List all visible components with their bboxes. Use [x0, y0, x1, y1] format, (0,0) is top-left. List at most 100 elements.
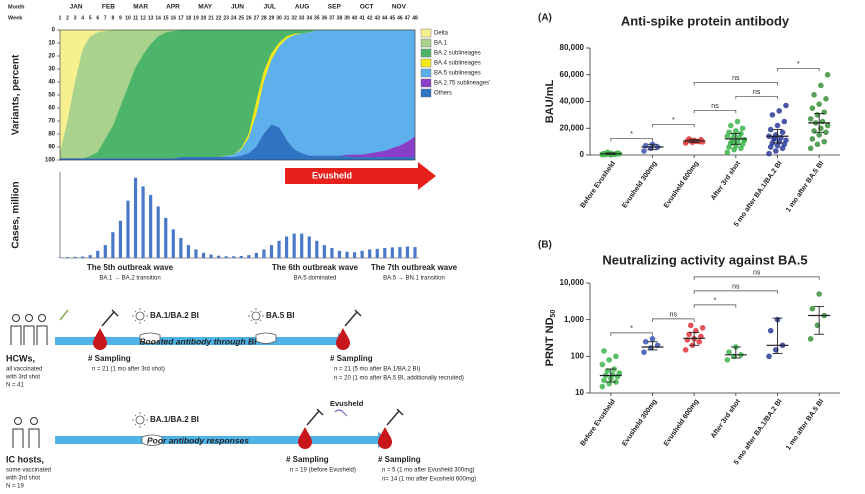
data-point: [726, 129, 732, 136]
group-detail: N = 41: [6, 383, 25, 389]
legend-label: BA.4 sublineages: [434, 61, 481, 67]
x-tick-label: 18: [186, 15, 192, 21]
x-tick-label: 14: [155, 15, 161, 21]
drug-icon: [334, 409, 348, 417]
bar: [118, 220, 123, 258]
sampling-note: n = 21 (5 mo after BA.1/BA.2 BI): [334, 367, 420, 373]
data-point: [773, 148, 779, 154]
panel-label: (B): [538, 240, 552, 251]
bar: [224, 256, 228, 258]
significance-bracket: [735, 95, 778, 100]
x-tick-label: 37: [329, 15, 335, 21]
legend-swatch: [420, 68, 432, 78]
data-point: [613, 379, 619, 385]
y-axis-label: PRNT ND50: [544, 310, 557, 367]
x-tick-label: 5 mo after BA.1/BA.2 BI: [733, 398, 784, 466]
significance-label: ns: [670, 312, 678, 319]
y-axis-label: BAU/mL: [544, 80, 556, 124]
row-label: Month: [8, 4, 25, 10]
group-detail: some vaccinated: [6, 468, 51, 474]
x-tick-label: 34: [306, 15, 312, 21]
y-tick-label: 30: [48, 67, 55, 73]
month-label: MAY: [198, 4, 213, 11]
x-tick-label: 47: [405, 15, 411, 21]
bar: [269, 245, 274, 258]
y-tick-label: 1,000: [564, 315, 585, 324]
data-point: [686, 331, 692, 338]
data-point: [738, 130, 744, 137]
data-point: [809, 105, 816, 111]
bar: [179, 237, 183, 258]
legend-label: Delta: [434, 31, 449, 37]
data-point: [699, 139, 706, 145]
data-point: [807, 336, 814, 342]
y-axis-label-subscript: 50: [550, 310, 557, 318]
wave-subtitle: BA.5 dominated: [294, 276, 337, 282]
bar: [58, 257, 62, 258]
x-tick-label: 5: [89, 15, 92, 21]
data-point: [641, 148, 647, 154]
month-label: JUN: [231, 4, 244, 11]
sampling-label: # Sampling: [286, 455, 329, 464]
data-point: [781, 118, 788, 125]
month-label: SEP: [328, 4, 342, 11]
data-point: [613, 353, 619, 360]
data-point: [824, 122, 831, 129]
y-tick-label: 10,000: [560, 278, 585, 287]
x-tick-label: 41: [359, 15, 365, 21]
x-tick-label: 7: [104, 15, 107, 21]
data-point: [642, 338, 649, 345]
significance-label: ns: [753, 270, 761, 277]
data-point: [733, 128, 739, 134]
bar: [209, 254, 213, 258]
data-point: [816, 132, 822, 138]
data-point: [823, 96, 829, 102]
infection-label: BA.1/BA.2 BI: [150, 415, 199, 424]
bar: [88, 255, 92, 258]
bar: [247, 255, 251, 258]
data-point: [727, 122, 734, 129]
treatment-arrow: [285, 162, 436, 190]
data-point: [696, 338, 703, 345]
data-point: [599, 361, 606, 368]
sampling-note: n = 20 (1 mo after BA.5 BI, additionally…: [334, 376, 464, 382]
treatment-label: Evusheld: [330, 399, 364, 408]
data-point: [599, 383, 606, 390]
group-label: IC hosts,: [6, 454, 44, 464]
significance-bracket: [777, 67, 820, 72]
significance-label: *: [797, 61, 800, 68]
data-point: [724, 149, 731, 156]
x-tick-label: 6: [96, 15, 99, 21]
data-point: [601, 348, 607, 354]
x-tick-label: Evusheld 600mg: [663, 398, 700, 447]
bar: [103, 245, 107, 258]
x-tick-label: 20: [201, 15, 207, 21]
data-point: [726, 349, 732, 355]
y-tick-label: 70: [48, 119, 55, 125]
x-tick-label: 23: [223, 15, 229, 21]
data-point: [778, 134, 784, 141]
data-point: [766, 353, 772, 360]
significance-bracket: [693, 81, 778, 86]
infection-label: BA.5 BI: [266, 311, 294, 320]
bar: [111, 232, 115, 258]
data-point: [816, 291, 822, 297]
x-tick-label: 25: [238, 15, 244, 21]
data-point: [776, 108, 782, 114]
significance-label: *: [630, 131, 633, 138]
bar: [360, 250, 364, 258]
y-tick-label: 90: [48, 145, 55, 151]
y-axis-label: Cases, million: [11, 181, 22, 248]
y-tick-label: 100: [571, 351, 585, 360]
bar: [330, 247, 334, 258]
x-tick-label: 27: [254, 15, 260, 21]
data-point: [734, 118, 741, 125]
x-tick-label: 38: [337, 15, 343, 21]
data-point: [739, 125, 746, 132]
x-tick-label: 13: [148, 15, 154, 21]
month-label: MAR: [133, 4, 148, 11]
x-tick-label: 1: [59, 15, 62, 21]
month-label: JAN: [70, 4, 83, 11]
y-tick-label: 40: [48, 80, 55, 86]
legend-label: BA.2 sublineages: [434, 51, 481, 57]
